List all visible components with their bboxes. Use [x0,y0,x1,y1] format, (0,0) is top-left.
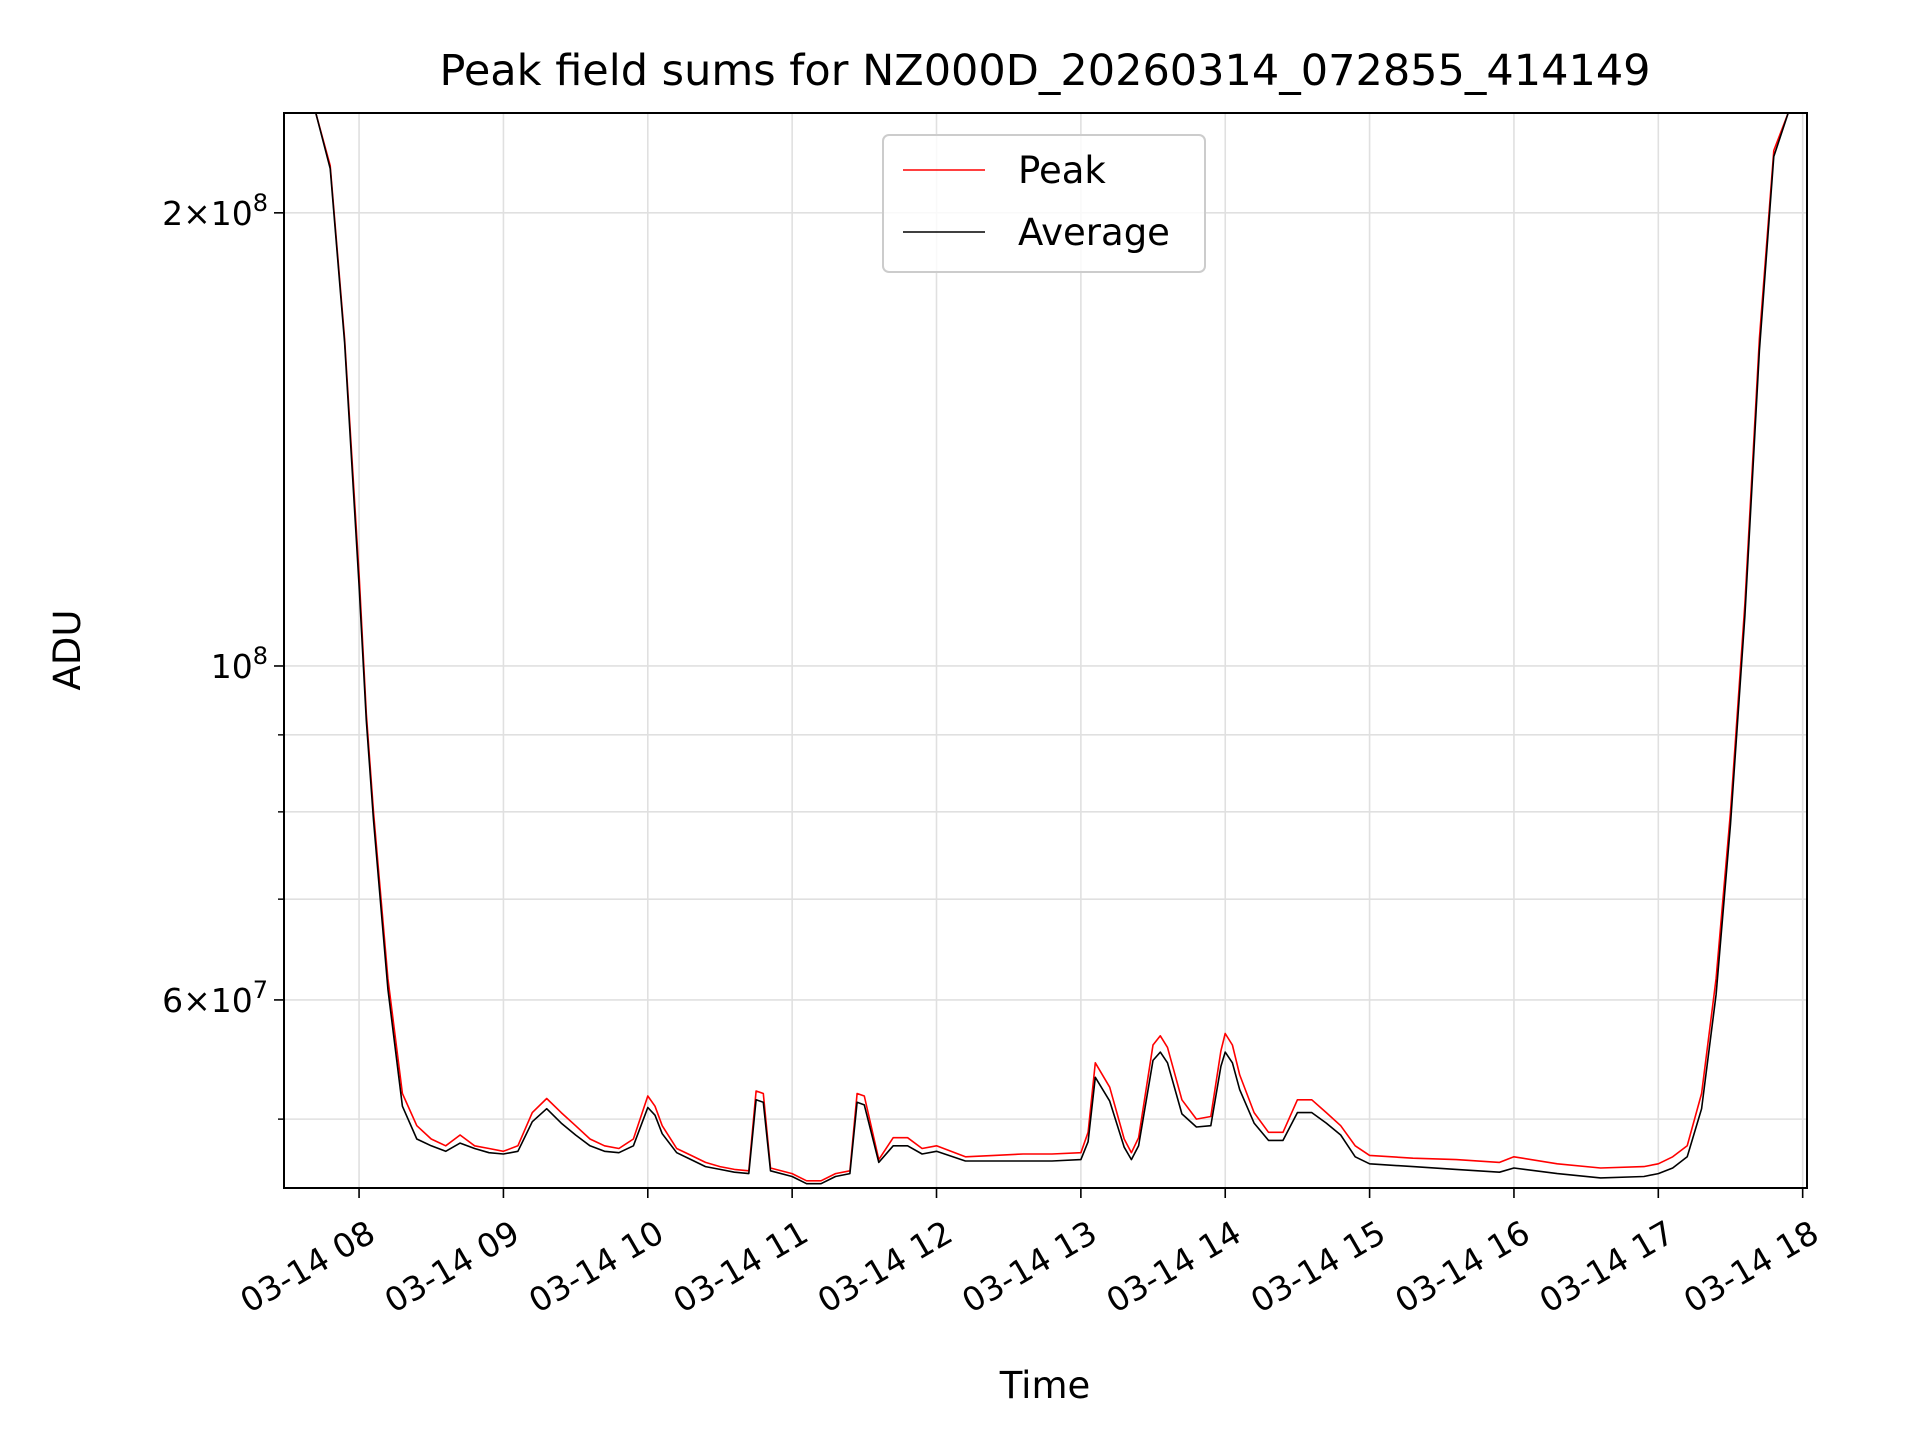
y-axis-label: ADU [46,610,89,691]
plot-lines [286,112,1803,1185]
y-tick-label-2: 2×108 [162,189,268,233]
y-tick-label-0: 6×107 [162,976,268,1020]
legend-label-peak: Peak [1018,149,1106,192]
chart-title: Peak field sums for NZ000D_20260314_0728… [439,46,1650,96]
series-line-peak [286,112,1803,1182]
legend: Peak Average [882,134,1206,273]
series-line-average [286,112,1803,1185]
plot-frame [283,112,1808,1189]
y-tick-label-1: 108 [211,642,268,686]
y-ticks: 6×107 108 2×108 [162,189,284,1120]
legend-label-average: Average [1018,211,1170,254]
x-axis-label: Time [999,1364,1091,1407]
